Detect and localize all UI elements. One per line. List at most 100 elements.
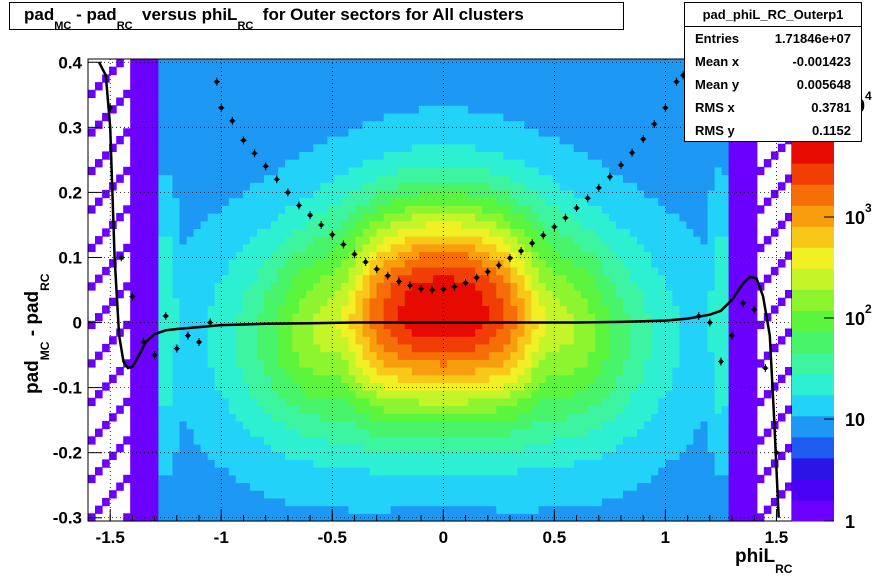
heatmap-cell xyxy=(285,220,293,229)
heatmap-cell xyxy=(475,174,483,183)
heatmap-cell xyxy=(679,274,687,283)
heatmap-cell xyxy=(271,228,279,237)
heatmap-cell xyxy=(278,128,286,137)
heatmap-cell xyxy=(369,66,378,75)
heatmap-cell xyxy=(447,243,455,253)
heatmap-cell xyxy=(700,420,709,430)
heatmap-cell xyxy=(271,182,279,191)
heatmap-cell xyxy=(348,420,357,430)
heatmap-cell xyxy=(503,251,511,260)
heatmap-cell xyxy=(672,112,680,122)
heatmap-cell xyxy=(390,74,399,83)
heatmap-cell xyxy=(461,259,469,268)
heatmap-cell xyxy=(601,105,610,114)
heatmap-cell xyxy=(461,282,469,291)
heatmap-cell xyxy=(334,505,342,514)
heatmap-cell xyxy=(193,320,202,330)
heatmap-cell xyxy=(573,359,582,368)
heatmap-cell xyxy=(461,159,469,168)
heatmap-cell xyxy=(376,82,385,91)
heatmap-cell xyxy=(285,405,293,414)
heatmap-cell xyxy=(580,66,589,75)
heatmap-cell xyxy=(278,243,286,253)
heatmap-cell xyxy=(144,97,152,106)
heatmap-cell xyxy=(264,197,272,206)
heatmap-cell xyxy=(517,336,525,345)
heatmap-cell xyxy=(158,89,166,99)
heatmap-cell xyxy=(313,159,321,168)
heatmap-cell xyxy=(559,266,568,276)
heatmap-cell xyxy=(285,351,293,360)
heatmap-cell xyxy=(531,251,540,260)
heatmap-cell xyxy=(545,313,554,322)
heatmap-cell xyxy=(214,413,223,422)
heatmap-cell xyxy=(144,205,152,214)
heatmap-cell xyxy=(517,266,525,276)
heatmap-cell xyxy=(249,274,258,283)
heatmap-cell xyxy=(623,351,631,360)
heatmap-cell xyxy=(552,251,561,260)
heatmap-cell xyxy=(313,490,321,499)
heatmap-cell xyxy=(686,197,694,206)
heatmap-cell xyxy=(630,382,638,391)
heatmap-cell xyxy=(630,228,638,237)
heatmap-cell xyxy=(686,367,694,376)
heatmap-cell xyxy=(172,213,181,222)
heatmap-cell xyxy=(299,213,307,222)
heatmap-cell xyxy=(672,236,680,245)
heatmap-cell xyxy=(123,436,131,445)
heatmap-cell xyxy=(665,397,673,407)
heatmap-cell xyxy=(609,428,617,437)
heatmap-cell xyxy=(390,297,399,306)
heatmap-cell xyxy=(172,320,181,330)
heatmap-cell xyxy=(193,328,202,337)
heatmap-cell xyxy=(411,367,420,376)
heatmap-cell xyxy=(221,513,230,522)
heatmap-cell xyxy=(200,159,209,168)
heatmap-cell xyxy=(369,390,378,399)
heatmap-cell xyxy=(130,320,138,330)
heatmap-cell xyxy=(271,166,279,176)
heatmap-cell xyxy=(383,189,392,199)
heatmap-cell xyxy=(144,313,152,322)
heatmap-cell xyxy=(573,405,582,414)
heatmap-cell xyxy=(383,59,392,68)
heatmap-cell xyxy=(693,189,701,199)
heatmap-cell xyxy=(545,444,554,453)
heatmap-cell xyxy=(552,74,561,83)
heatmap-cell xyxy=(271,482,279,491)
heatmap-cell xyxy=(665,297,673,306)
heatmap-cell xyxy=(137,143,145,152)
heatmap-cell xyxy=(609,82,617,91)
heatmap-cell xyxy=(249,451,258,460)
heatmap-cell xyxy=(411,297,420,306)
heatmap-cell xyxy=(214,336,223,345)
heatmap-cell xyxy=(454,220,462,229)
heatmap-cell xyxy=(299,305,307,314)
heatmap-cell xyxy=(496,236,504,245)
heatmap-cell xyxy=(200,251,209,260)
heatmap-cell xyxy=(658,413,666,422)
heatmap-cell xyxy=(658,320,666,330)
heatmap-cell xyxy=(158,513,166,522)
heatmap-cell xyxy=(566,343,575,353)
heatmap-cell xyxy=(461,89,469,99)
heatmap-cell xyxy=(573,343,582,353)
heatmap-cell xyxy=(271,74,279,83)
heatmap-cell xyxy=(299,451,307,460)
heatmap-cell xyxy=(390,228,399,237)
heatmap-cell xyxy=(700,359,709,368)
heatmap-cell xyxy=(313,505,321,514)
heatmap-cell xyxy=(510,174,518,183)
heatmap-cell xyxy=(510,413,518,422)
heatmap-cell xyxy=(665,320,673,330)
heatmap-cell xyxy=(425,513,434,522)
heatmap-cell xyxy=(179,228,188,237)
heatmap-cell xyxy=(228,390,237,399)
heatmap-cell xyxy=(517,205,525,214)
heatmap-cell xyxy=(531,320,540,330)
heatmap-cell xyxy=(221,128,230,137)
heatmap-cell xyxy=(644,297,652,306)
heatmap-cell xyxy=(475,513,483,522)
heatmap-cell xyxy=(313,228,321,237)
